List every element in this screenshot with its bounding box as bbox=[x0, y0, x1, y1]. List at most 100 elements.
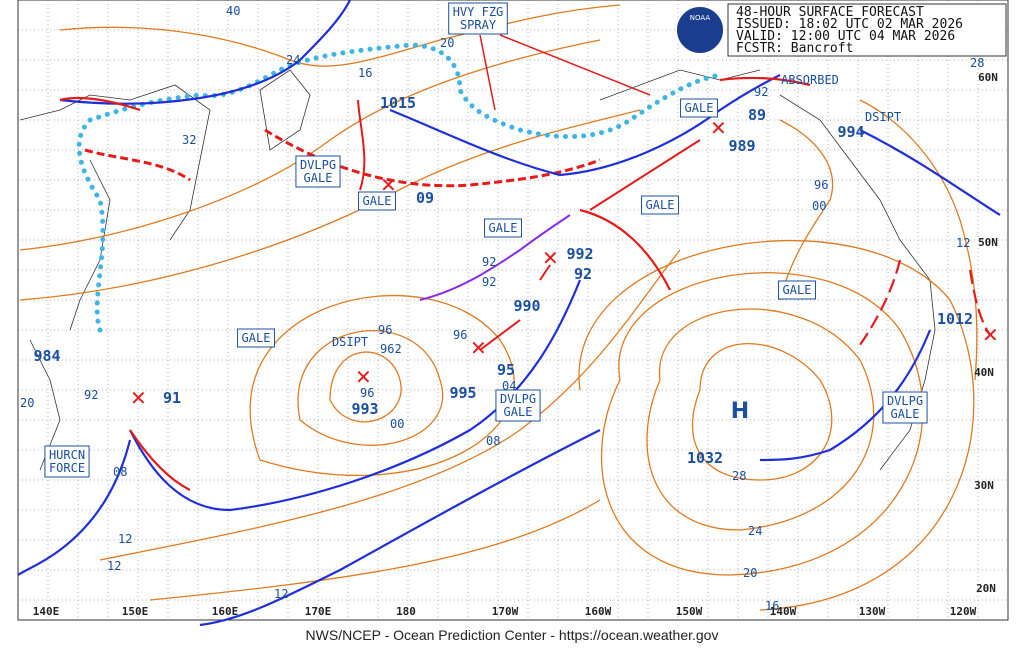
pressure-value: 990 bbox=[513, 297, 540, 315]
header-line: FCSTR: Bancroft bbox=[736, 41, 853, 56]
warning-box bbox=[448, 2, 508, 35]
coastlines bbox=[19, 69, 936, 471]
isobar-label: 16 bbox=[765, 599, 779, 613]
coordinate-labels: 140E 150E 160E 170E 180 170W 160W 150W 1… bbox=[33, 71, 998, 618]
warning-box bbox=[237, 328, 275, 348]
pressure-value: 995 bbox=[449, 384, 476, 402]
boxed-labels: HVY FZG SPRAY DVLPG GALE GALE GALE GALE … bbox=[44, 2, 928, 478]
pressure-value: 09 bbox=[416, 189, 434, 207]
warning-box bbox=[484, 218, 522, 238]
warning-label: HVY FZG bbox=[453, 5, 504, 19]
isobar-label: 08 bbox=[113, 465, 127, 479]
longitude-label: 160W bbox=[585, 605, 612, 618]
low-center-x: ✕ bbox=[470, 336, 487, 360]
warning-label: DVLPG bbox=[500, 392, 536, 406]
longitude-label: 140W bbox=[770, 605, 797, 618]
low-center-x: ✕ bbox=[380, 173, 397, 197]
isobar-label: 28 bbox=[732, 469, 746, 483]
low-center-x: ✕ bbox=[355, 365, 372, 389]
isobar-label: 96 bbox=[360, 386, 374, 400]
isobar-label: 96 bbox=[453, 328, 467, 342]
header-line: ISSUED: 18:02 UTC 02 MAR 2026 bbox=[736, 17, 963, 32]
warning-label: GALE bbox=[304, 171, 333, 185]
isobar-label: 12 bbox=[118, 532, 132, 546]
warning-box bbox=[641, 195, 679, 215]
isobar-label: 92 bbox=[482, 255, 496, 269]
latitude-label: 50N bbox=[978, 236, 998, 249]
isobar-label: 40 bbox=[226, 4, 240, 18]
warning-label: SPRAY bbox=[460, 18, 497, 32]
isobar-label: 32 bbox=[182, 133, 196, 147]
latitude-label: 40N bbox=[974, 366, 994, 379]
isobar-label: 12 bbox=[956, 236, 970, 250]
isobar-label: 04 bbox=[502, 379, 516, 393]
pressure-value: 1015 bbox=[380, 94, 416, 112]
isobar-label: 16 bbox=[358, 66, 372, 80]
warning-box bbox=[778, 280, 816, 300]
isobar-label: 12 bbox=[107, 559, 121, 573]
low-center-x: ✕ bbox=[542, 246, 559, 270]
longitude-label: 150E bbox=[122, 605, 149, 618]
logo-text: NOAA bbox=[690, 14, 711, 22]
warning-label: GALE bbox=[685, 101, 714, 115]
pressure-value: 1032 bbox=[687, 449, 723, 467]
warning-box bbox=[358, 191, 396, 211]
status-note: DSIPT bbox=[865, 110, 901, 124]
pressure-value: 95 bbox=[497, 361, 515, 379]
center-markers: ✕ ✕ ✕ ✕ ✕ ✕ ✕ bbox=[130, 116, 999, 410]
pressure-value: 994 bbox=[837, 123, 864, 141]
longitude-label: 170E bbox=[305, 605, 332, 618]
pressure-value: 993 bbox=[351, 400, 378, 418]
low-center-x: ✕ bbox=[130, 386, 147, 410]
pressure-value: 92 bbox=[574, 265, 592, 283]
warning-label: GALE bbox=[891, 407, 920, 421]
fronts bbox=[17, 0, 1001, 627]
longitude-label: 120W bbox=[950, 605, 977, 618]
latitude-label: 30N bbox=[974, 479, 994, 492]
warning-label: GALE bbox=[504, 405, 533, 419]
pressure-value: 89 bbox=[748, 106, 766, 124]
warning-label: GALE bbox=[363, 194, 392, 208]
warning-box bbox=[882, 391, 928, 424]
isobar-label: 20 bbox=[743, 566, 757, 580]
isobar-label: 20 bbox=[440, 36, 454, 50]
status-note: DSIPT bbox=[332, 335, 368, 349]
pressure-value: 1012 bbox=[937, 310, 973, 328]
isobar-label: 28 bbox=[970, 56, 984, 70]
header-box bbox=[727, 3, 1007, 57]
isobar-label: 20 bbox=[20, 396, 34, 410]
latitude-label: 20N bbox=[976, 582, 996, 595]
warning-label: FORCE bbox=[49, 461, 85, 475]
longitude-label: 150W bbox=[676, 605, 703, 618]
pressure-value: 91 bbox=[163, 389, 181, 407]
longitude-label: 160E bbox=[212, 605, 239, 618]
isobar-label: 962 bbox=[380, 342, 402, 356]
warning-label: DVLPG bbox=[300, 158, 336, 172]
longitude-label: 170W bbox=[492, 605, 519, 618]
pressure-centers: 1015 09 992 92 990 995 95 993 984 91 103… bbox=[33, 94, 973, 467]
isobar-label: 96 bbox=[378, 323, 392, 337]
warning-box bbox=[680, 98, 718, 118]
freezing-spray-limit bbox=[84, 148, 191, 182]
warning-label: GALE bbox=[242, 331, 271, 345]
header-line: 48-HOUR SURFACE FORECAST bbox=[736, 5, 924, 20]
isobar-labels: 40 24 20 32 16 28 12 96 00 92 96 96 96 0… bbox=[20, 4, 984, 613]
isobar-label: 92 bbox=[482, 275, 496, 289]
header-line: VALID: 12:00 UTC 04 MAR 2026 bbox=[736, 29, 955, 44]
warning-box bbox=[44, 445, 90, 478]
status-note: ABSORBED bbox=[781, 73, 839, 87]
warning-box bbox=[295, 155, 341, 188]
longitude-label: 140E bbox=[33, 605, 60, 618]
warning-label: DVLPG bbox=[887, 394, 923, 408]
isobar-label: 92 bbox=[84, 388, 98, 402]
pressure-value: 984 bbox=[33, 347, 60, 365]
isobar-label: 00 bbox=[812, 199, 826, 213]
isobar-label: 24 bbox=[748, 524, 762, 538]
footer-credit: NWS/NCEP - Ocean Prediction Center - htt… bbox=[306, 627, 719, 643]
pressure-value: 992 bbox=[566, 245, 593, 263]
longitude-label: 180 bbox=[396, 605, 416, 618]
warning-label: GALE bbox=[783, 283, 812, 297]
noaa-logo bbox=[675, 5, 725, 55]
high-center: H bbox=[731, 399, 749, 424]
